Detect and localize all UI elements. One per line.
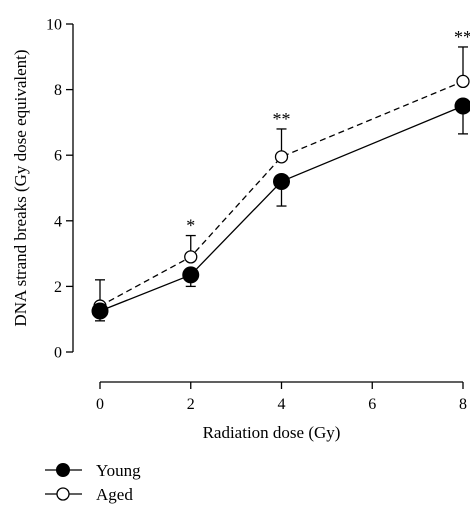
legend-label-aged: Aged: [96, 485, 133, 504]
plot-area: *****: [91, 27, 470, 322]
x-axis-title: Radiation dose (Gy): [203, 423, 341, 442]
y-tick-label: 6: [54, 148, 62, 165]
legend-marker-aged: [56, 487, 70, 501]
legend: Young Aged: [45, 461, 141, 504]
y-tick-label: 10: [46, 17, 62, 34]
y-axis-title: DNA strand breaks (Gy dose equivalent): [11, 49, 30, 326]
data-point-aged: [184, 250, 198, 264]
data-point-aged: [274, 150, 289, 164]
data-point-young: [454, 97, 470, 115]
legend-marker-young: [56, 463, 70, 477]
data-point-aged: [456, 74, 470, 89]
x-tick-label: 0: [96, 396, 104, 413]
x-tick-label: 4: [278, 396, 286, 413]
x-tick-label: 8: [459, 396, 467, 413]
series-line-aged: [99, 80, 464, 307]
y-tick-label: 0: [54, 345, 62, 362]
significance-marker: *: [186, 216, 195, 236]
significance-marker: **: [273, 109, 291, 129]
series-line-young: [99, 105, 464, 312]
x-tick-label: 6: [368, 396, 376, 413]
y-tick-label: 8: [54, 82, 62, 99]
x-tick-label: 2: [187, 396, 195, 413]
significance-marker: **: [454, 27, 470, 47]
y-tick-label: 2: [54, 279, 62, 296]
legend-label-young: Young: [96, 461, 141, 480]
data-point-young: [91, 302, 109, 320]
data-point-young: [273, 172, 290, 190]
axes: 0 2 4 6 8 10 0 2 4 6 8 Radiation dose (Gy) DNA stran…: [11, 17, 467, 443]
y-tick-label: 4: [54, 213, 62, 230]
data-point-young: [182, 266, 200, 284]
